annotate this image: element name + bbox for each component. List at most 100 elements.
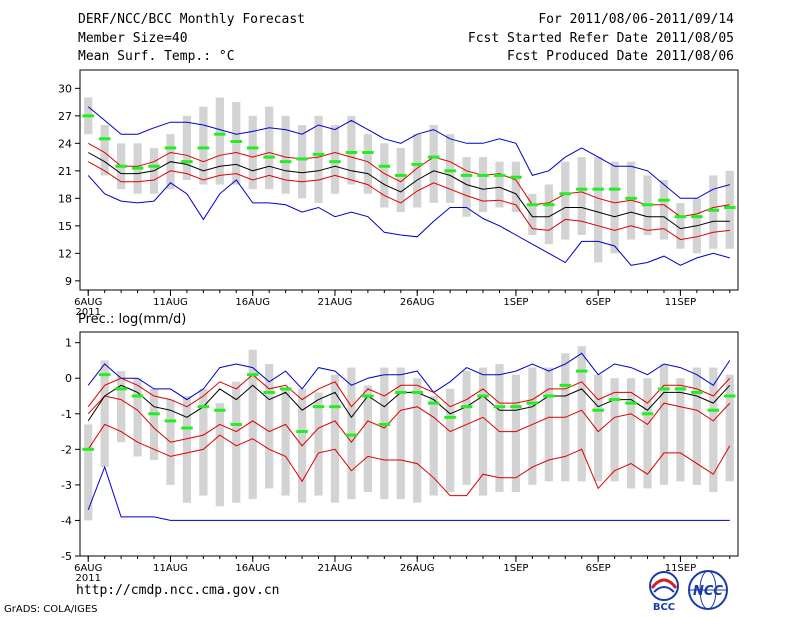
temp-observed-mark [444, 169, 456, 173]
prec-y-tick-label: -4 [61, 514, 72, 527]
prec-spread-box [594, 374, 603, 482]
prec-observed-mark [641, 412, 654, 416]
temp-observed-mark [543, 203, 555, 207]
prec-y-tick-label: -2 [61, 443, 72, 456]
forecast-range: For 2011/08/06-2011/09/14 [538, 12, 734, 27]
prec-spread-box [330, 374, 340, 503]
temp-observed-mark [608, 187, 621, 191]
temp-observed-mark [724, 206, 736, 209]
temp-observed-mark [98, 137, 111, 141]
temp-min-line [87, 175, 730, 266]
prec-spread-box [478, 367, 488, 496]
temp-spread-box [182, 115, 192, 180]
prec-observed-mark [279, 387, 292, 391]
temp-y-tick-label: 18 [58, 192, 72, 205]
prec-observed-mark [115, 387, 127, 391]
temp-y-tick-label: 12 [58, 247, 72, 260]
temp-spread-box [594, 157, 603, 263]
temp-observed-mark [592, 187, 604, 191]
temp-y-tick-label: 27 [58, 110, 72, 123]
temp-observed-mark [181, 160, 193, 164]
prec-spread-box [626, 378, 636, 489]
prec-panel-title: Prec.: log(mm/d) [78, 312, 186, 327]
prec-spread-box [380, 367, 389, 500]
ncc-logo-text: NCC [693, 584, 723, 599]
prec-y-tick-label: -3 [61, 479, 72, 492]
prec-observed-mark [543, 394, 555, 398]
temp-observed-mark [641, 203, 654, 207]
temp-observed-mark [575, 187, 588, 191]
temp-observed-mark [559, 192, 572, 196]
temp-observed-mark [263, 155, 275, 159]
temp-observed-mark [164, 146, 177, 150]
prec-spread-box [659, 364, 669, 485]
prec-spread-box [577, 346, 586, 482]
prec-observed-mark [575, 369, 588, 373]
temp-spread-box [297, 125, 307, 199]
temp-spread-box [396, 147, 405, 213]
temp-spread-box [725, 170, 734, 249]
prec-spread-box [413, 378, 422, 503]
temp-spread-box [347, 115, 356, 185]
prec-spread-box [610, 378, 619, 482]
prec-low-percentile-line [87, 423, 731, 497]
temp-observed-mark [378, 164, 391, 168]
prec-observed-mark [378, 422, 391, 426]
temp-observed-mark [460, 173, 473, 177]
fcst-produced-date: Fcst Produced Date 2011/08/06 [507, 49, 734, 64]
temp-plot-frame [79, 69, 739, 291]
prec-spread-box [676, 378, 685, 482]
prec-observed-mark [148, 412, 160, 416]
temp-spread-box [528, 193, 537, 235]
temp-observed-mark [197, 146, 210, 150]
temp-observed-mark [214, 132, 226, 136]
temp-y-tick-label: 15 [58, 220, 72, 233]
temp-observed-mark [279, 160, 292, 164]
temp-observed-mark [329, 160, 341, 164]
prec-spread-box [84, 424, 93, 521]
temp-max-line [87, 106, 730, 199]
temp-x-tick-label: 6AUG [74, 297, 102, 308]
prec-spread-box [429, 396, 438, 496]
temp-spread-box [676, 202, 685, 249]
temp-spread-box [413, 134, 422, 208]
prec-x-tick-year: 2011 [75, 573, 100, 584]
bcc-logo-text: BCC [653, 602, 675, 612]
temp-spread-box [281, 115, 290, 194]
temp-observed-mark [345, 151, 358, 154]
prec-spread-box [248, 349, 257, 500]
temp-spread-box [429, 125, 438, 203]
prec-observed-mark [263, 390, 275, 394]
prec-observed-mark [674, 387, 687, 391]
prec-observed-mark [82, 447, 94, 451]
temp-spread-box [659, 180, 669, 240]
prec-y-tick-label: -5 [61, 550, 72, 563]
prec-observed-mark [493, 405, 506, 409]
temp-spread-box [462, 157, 471, 217]
temp-spread-box [265, 106, 274, 190]
prec-spread-box [117, 371, 126, 443]
temp-x-tick-label: 1SEP [503, 297, 528, 308]
prec-plot-frame [79, 331, 739, 557]
source-url: http://cmdp.ncc.cma.gov.cn [76, 583, 280, 598]
temp-spread-box [544, 184, 553, 245]
prec-observed-mark [312, 405, 325, 409]
temp-spread-box [610, 161, 619, 254]
temp-x-tick-label: 6SEP [586, 297, 611, 308]
ncc-logo: NCC [684, 568, 732, 612]
prec-spread-box [692, 367, 701, 485]
prec-x-tick-label: 21AUG [318, 563, 353, 574]
prec-x-tick-label: 1SEP [503, 563, 528, 574]
prec-spread-box [182, 396, 192, 503]
prec-spread-box [396, 367, 405, 500]
prec-observed-mark [477, 394, 489, 398]
prec-spread-box [544, 367, 553, 482]
prec-observed-mark [460, 405, 473, 409]
temp-observed-mark [230, 140, 243, 143]
temp-observed-mark [625, 196, 637, 200]
temp-observed-mark [411, 162, 423, 166]
prec-observed-mark [592, 408, 604, 412]
prec-lower-percentile-line [87, 395, 731, 447]
